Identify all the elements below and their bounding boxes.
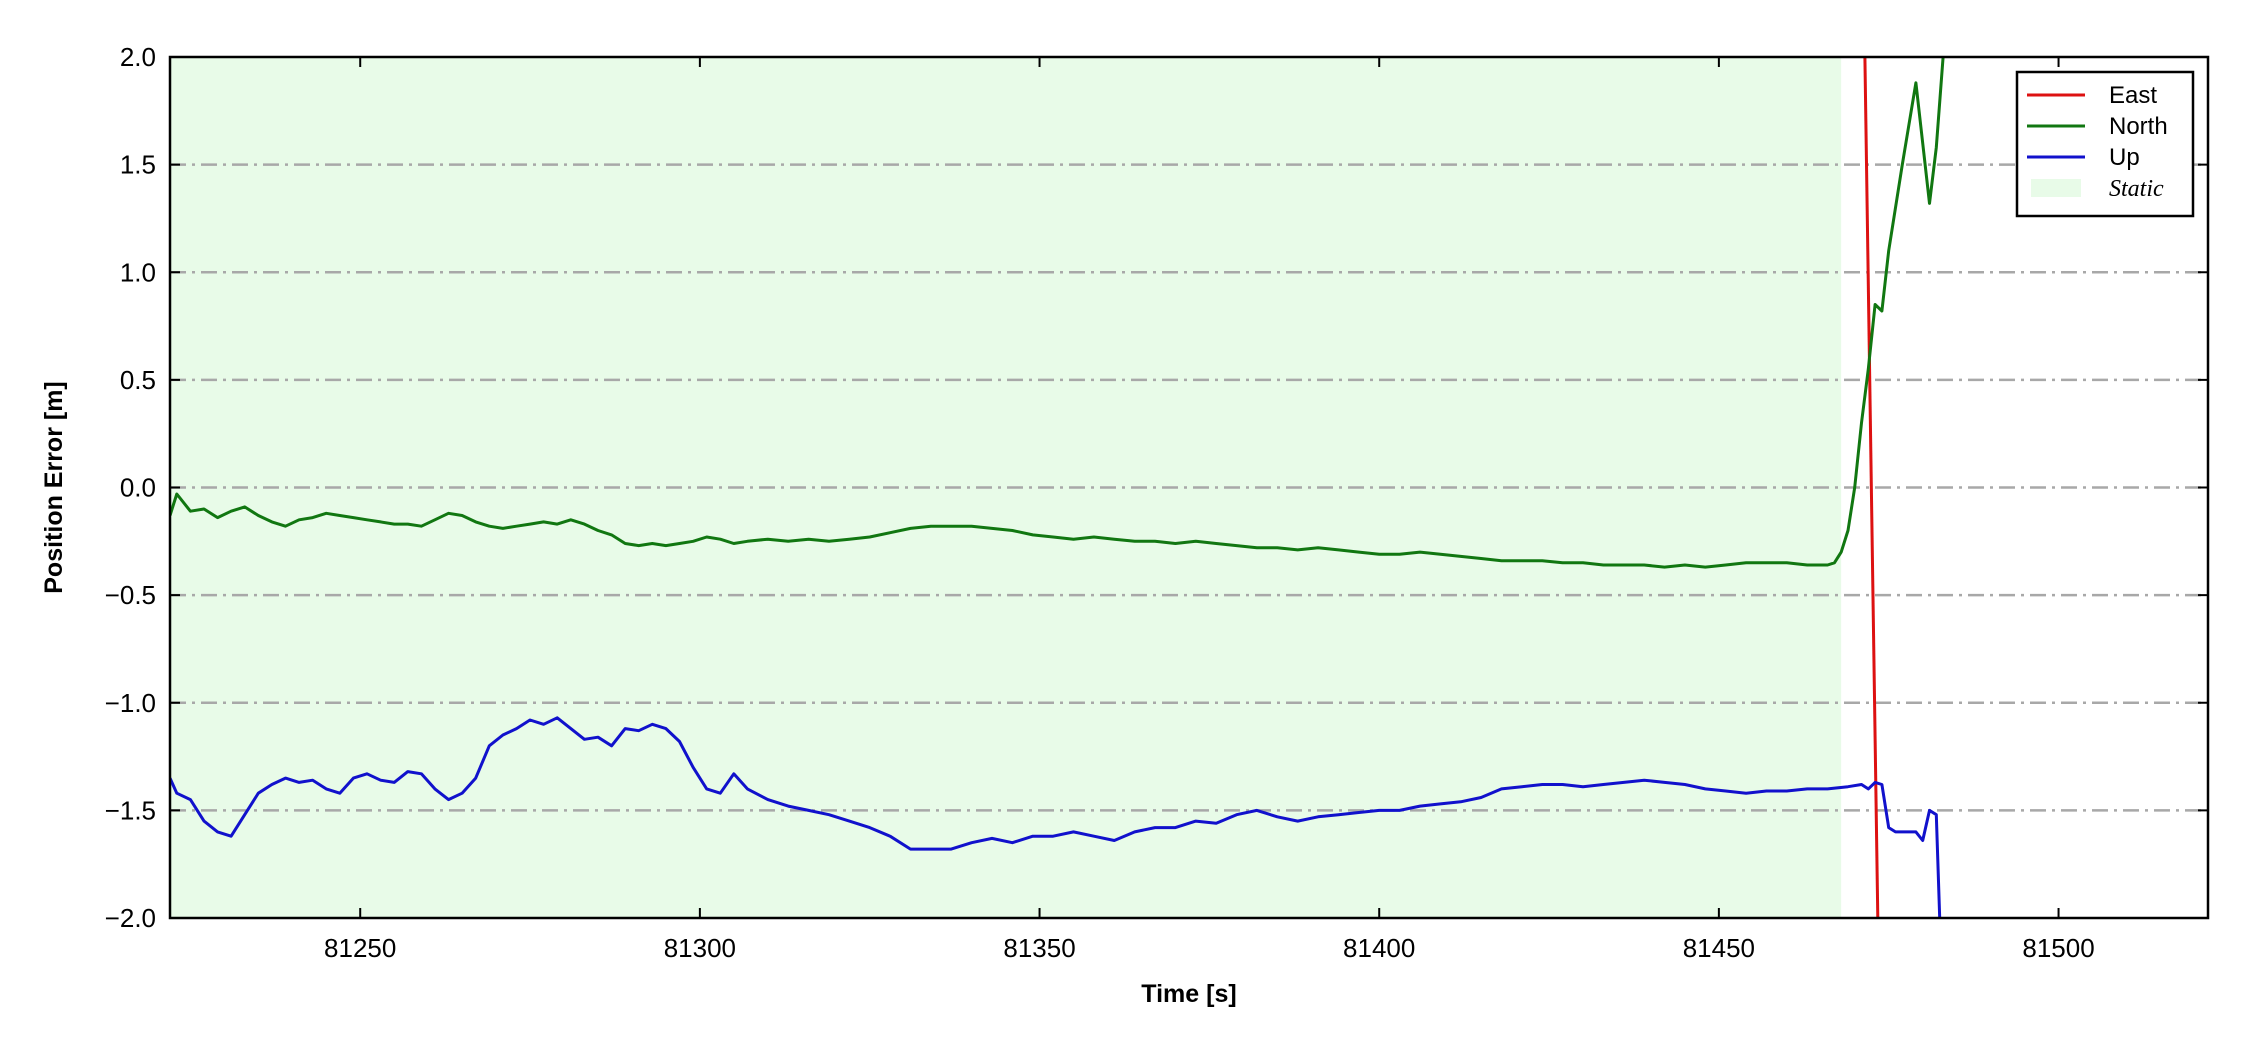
x-tick-label-4: 81450 xyxy=(1683,933,1755,963)
series-line-east xyxy=(1863,57,1880,918)
y-tick-label-7: −1.5 xyxy=(105,795,156,825)
series-line-up xyxy=(170,716,1942,918)
y-tick-label-5: −0.5 xyxy=(105,580,156,610)
x-tick-label-5: 81500 xyxy=(2022,933,2094,963)
legend-label-east: East xyxy=(2109,82,2157,109)
y-tick-label-1: 1.5 xyxy=(120,150,156,180)
x-axis-title: Time [s] xyxy=(1141,980,1236,1008)
x-tick-label-1: 81300 xyxy=(664,933,736,963)
y-tick-label-6: −1.0 xyxy=(105,688,156,718)
legend-swatch-static xyxy=(2031,179,2081,197)
series-line-north xyxy=(170,57,1945,569)
y-tick-label-4: 0.0 xyxy=(120,473,156,503)
y-tick-label-3: 0.5 xyxy=(120,365,156,395)
static-region-layer xyxy=(170,57,1842,918)
legend-label-static: Static xyxy=(2109,176,2164,202)
static-region xyxy=(170,57,1842,918)
y-tick-label-2: 1.0 xyxy=(120,257,156,287)
legend-label-up: Up xyxy=(2109,144,2140,171)
x-tick-label-2: 81350 xyxy=(1003,933,1075,963)
y-axis-title: Position Error [m] xyxy=(40,381,68,594)
legend: East North Up Static xyxy=(2015,70,2195,218)
x-tick-label-0: 81250 xyxy=(324,933,396,963)
legend-label-north: North xyxy=(2109,113,2168,140)
y-tick-label-8: −2.0 xyxy=(105,903,156,933)
x-tick-label-3: 81400 xyxy=(1343,933,1415,963)
tick-layer: 81250 81300 81350 81400 81450 81500 2.0 1.5 1.0 0… xyxy=(105,42,2208,963)
y-tick-label-0: 2.0 xyxy=(120,42,156,72)
series-layer xyxy=(170,57,1945,918)
